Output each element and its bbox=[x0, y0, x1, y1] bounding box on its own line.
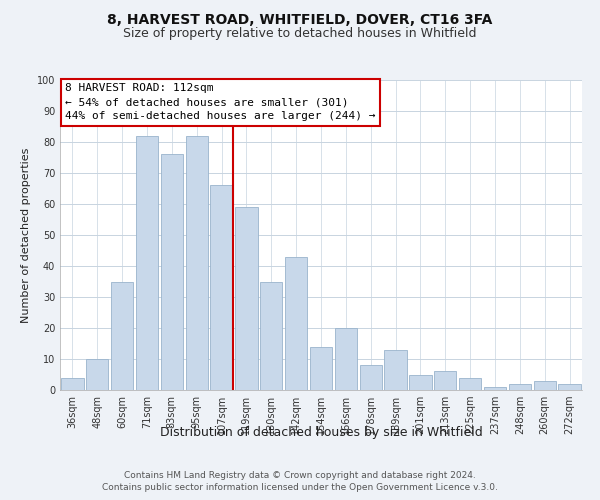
Bar bbox=[310, 346, 332, 390]
Bar bbox=[185, 136, 208, 390]
Text: Distribution of detached houses by size in Whitfield: Distribution of detached houses by size … bbox=[160, 426, 482, 439]
Text: Contains public sector information licensed under the Open Government Licence v.: Contains public sector information licen… bbox=[102, 483, 498, 492]
Bar bbox=[285, 256, 307, 390]
Bar bbox=[61, 378, 83, 390]
Bar bbox=[409, 374, 431, 390]
Y-axis label: Number of detached properties: Number of detached properties bbox=[21, 148, 31, 322]
Bar bbox=[161, 154, 183, 390]
Bar bbox=[559, 384, 581, 390]
Text: 8, HARVEST ROAD, WHITFIELD, DOVER, CT16 3FA: 8, HARVEST ROAD, WHITFIELD, DOVER, CT16 … bbox=[107, 12, 493, 26]
Bar bbox=[211, 186, 233, 390]
Bar bbox=[359, 365, 382, 390]
Bar bbox=[335, 328, 357, 390]
Bar bbox=[136, 136, 158, 390]
Bar bbox=[434, 372, 457, 390]
Bar bbox=[260, 282, 283, 390]
Bar bbox=[235, 207, 257, 390]
Bar bbox=[533, 380, 556, 390]
Bar bbox=[459, 378, 481, 390]
Bar bbox=[385, 350, 407, 390]
Text: Contains HM Land Registry data © Crown copyright and database right 2024.: Contains HM Land Registry data © Crown c… bbox=[124, 472, 476, 480]
Bar bbox=[509, 384, 531, 390]
Text: 8 HARVEST ROAD: 112sqm
← 54% of detached houses are smaller (301)
44% of semi-de: 8 HARVEST ROAD: 112sqm ← 54% of detached… bbox=[65, 83, 376, 121]
Bar bbox=[484, 387, 506, 390]
Text: Size of property relative to detached houses in Whitfield: Size of property relative to detached ho… bbox=[123, 28, 477, 40]
Bar bbox=[86, 359, 109, 390]
Bar bbox=[111, 282, 133, 390]
